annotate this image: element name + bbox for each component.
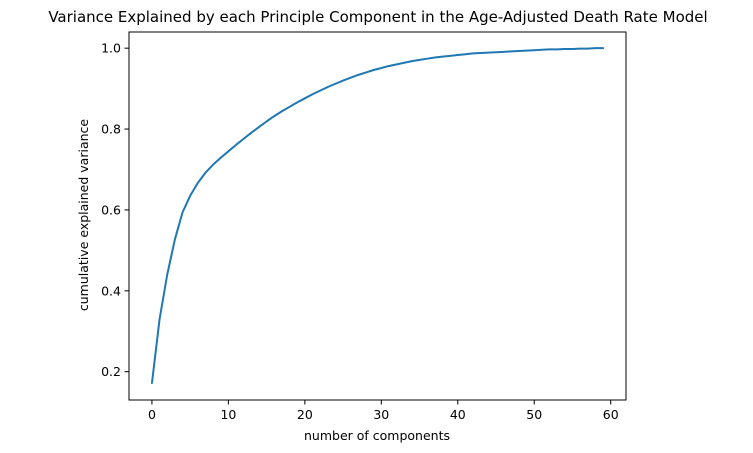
y-tick-label-0.8: 0.8: [101, 122, 121, 137]
x-tick-label-30: 30: [373, 407, 389, 422]
y-axis-label: cumulative explained variance: [76, 119, 91, 312]
x-axis-label: number of components: [304, 428, 450, 443]
y-tick-label-0.6: 0.6: [101, 202, 121, 217]
x-tick-label-50: 50: [526, 407, 542, 422]
y-tick-label-1: 1.0: [101, 41, 121, 56]
x-tick-label-10: 10: [220, 407, 236, 422]
x-tick-label-0: 0: [148, 407, 156, 422]
y-tick-label-0.2: 0.2: [101, 364, 121, 379]
x-tick-label-40: 40: [450, 407, 466, 422]
plot-area: 0 10 20 30 40 50 60 0.2 0.4 0.6 0.8 1.0: [101, 31, 627, 422]
series-line-0: [150, 47, 605, 385]
axes-frame: [128, 31, 627, 401]
x-tick-label-20: 20: [297, 407, 313, 422]
chart-title: Variance Explained by each Principle Com…: [48, 8, 707, 26]
x-tick-label-60: 60: [603, 407, 619, 422]
y-tick-label-0.4: 0.4: [101, 283, 121, 298]
